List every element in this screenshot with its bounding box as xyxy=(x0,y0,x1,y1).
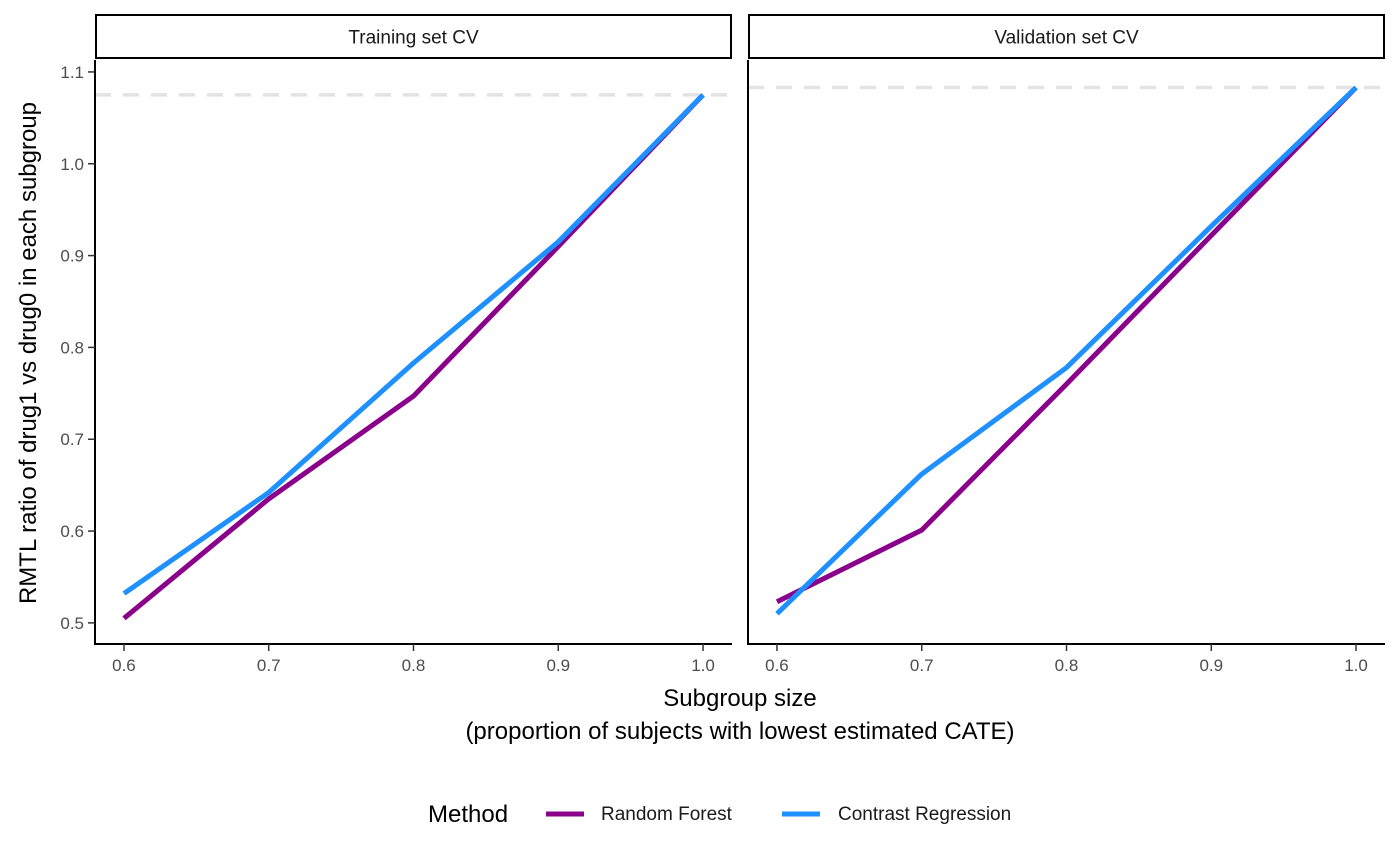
x-tick-label-training-set-cv: 0.6 xyxy=(112,656,136,675)
x-tick-label-training-set-cv: 0.7 xyxy=(257,656,281,675)
strip-box-training-set-cv xyxy=(95,14,732,59)
strip-label-validation-set-cv: Validation set CV xyxy=(994,28,1139,49)
y-tick-label: 1.1 xyxy=(60,63,84,82)
y-tick-label: 0.5 xyxy=(60,614,84,633)
series-line-random-forest-validation-set-cv xyxy=(775,85,1358,605)
x-axis-title: Subgroup size xyxy=(663,685,816,712)
legend-title: Method xyxy=(428,801,508,828)
panel-training-set-cv: Training set CV 0.6 0.7 0.8 0.9 1.0 0.5 0.6 0.7 0… xyxy=(60,14,732,675)
y-tick-label: 0.7 xyxy=(60,430,84,449)
x-axis-subtitle: (proportion of subjects with lowest esti… xyxy=(465,718,1014,745)
x-tick-label-validation-set-cv: 0.9 xyxy=(1199,656,1223,675)
panels: Training set CV 0.6 0.7 0.8 0.9 1.0 0.5 0.6 0.7 0… xyxy=(60,14,1385,675)
legend: Method Random Forest Contrast Regression xyxy=(428,801,1011,828)
x-tick-label-training-set-cv: 1.0 xyxy=(691,656,715,675)
x-tick-label-validation-set-cv: 0.6 xyxy=(765,656,789,675)
legend-label-random-forest: Random Forest xyxy=(601,804,733,825)
x-tick-label-training-set-cv: 0.9 xyxy=(546,656,570,675)
y-axis-title: RMTL ratio of drug1 vs drug0 in each sub… xyxy=(15,102,42,604)
series-line-random-forest-training-set-cv xyxy=(122,93,705,621)
x-tick-label-training-set-cv: 0.8 xyxy=(402,656,426,675)
y-tick-label: 1.0 xyxy=(60,155,84,174)
y-tick-label: 0.9 xyxy=(60,247,84,266)
x-tick-label-validation-set-cv: 1.0 xyxy=(1344,656,1368,675)
panel-validation-set-cv: Validation set CV 0.6 0.7 0.8 0.9 1.0 xyxy=(747,14,1385,675)
x-tick-label-validation-set-cv: 0.7 xyxy=(910,656,934,675)
legend-label-contrast-regression: Contrast Regression xyxy=(838,804,1011,825)
strip-label-training-set-cv: Training set CV xyxy=(348,28,479,49)
series-line-contrast-regression-training-set-cv xyxy=(122,93,705,596)
y-tick-label: 0.8 xyxy=(60,338,84,357)
series-line-contrast-regression-validation-set-cv xyxy=(775,85,1358,616)
y-tick-label: 0.6 xyxy=(60,522,84,541)
x-tick-label-validation-set-cv: 0.8 xyxy=(1055,656,1079,675)
strip-box-validation-set-cv xyxy=(748,14,1385,59)
